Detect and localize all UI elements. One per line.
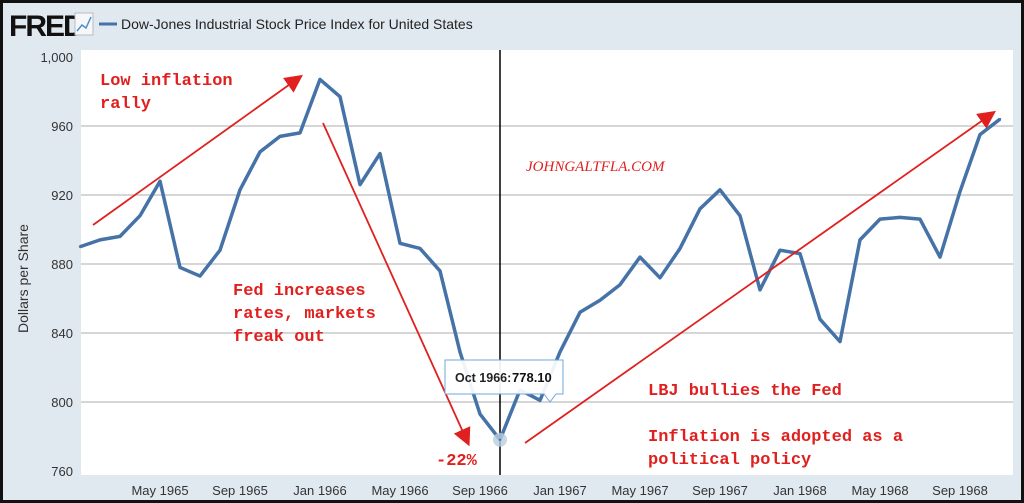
data-point bbox=[478, 412, 482, 416]
annotation-fed-3: freak out bbox=[233, 328, 325, 347]
annotation-arrows bbox=[92, 74, 996, 447]
data-point bbox=[558, 350, 562, 354]
arrow-rally bbox=[92, 74, 303, 226]
data-point bbox=[398, 242, 402, 245]
annotation-fed-1: Fed increases bbox=[233, 282, 366, 301]
annotation-fed-2: rates, markets bbox=[233, 305, 376, 324]
data-point bbox=[638, 255, 642, 259]
fred-logo: FRED bbox=[9, 10, 84, 43]
x-tick-label: Jan 1966 bbox=[293, 483, 347, 498]
tooltip-value: 778.10 bbox=[512, 370, 552, 385]
data-point bbox=[738, 214, 742, 217]
x-tick-label: Jan 1967 bbox=[533, 483, 587, 498]
data-point bbox=[938, 255, 942, 259]
data-point bbox=[238, 188, 242, 192]
x-tick-label: Sep 1965 bbox=[212, 483, 268, 498]
data-point bbox=[338, 95, 342, 98]
chart-icon[interactable] bbox=[74, 12, 94, 36]
data-point bbox=[78, 245, 82, 248]
data-point bbox=[278, 135, 282, 138]
data-point bbox=[538, 399, 542, 402]
data-point bbox=[498, 438, 502, 441]
y-tick-label: 760 bbox=[51, 464, 73, 479]
tooltip-label: Oct 1966: bbox=[455, 371, 511, 385]
data-point bbox=[618, 283, 622, 286]
data-point bbox=[378, 152, 382, 155]
data-point bbox=[838, 340, 842, 343]
data-point bbox=[958, 190, 962, 193]
x-tick-label: May 1967 bbox=[611, 483, 668, 498]
data-point bbox=[658, 276, 662, 279]
x-tick-label: Jan 1968 bbox=[773, 483, 827, 498]
data-point bbox=[918, 217, 922, 221]
y-tick-label: 880 bbox=[51, 257, 73, 272]
data-point bbox=[798, 252, 802, 255]
y-tick-label: 1,000 bbox=[40, 50, 73, 65]
data-point bbox=[678, 247, 682, 250]
data-point bbox=[578, 311, 582, 314]
data-point bbox=[218, 249, 222, 252]
x-tick-label: Sep 1966 bbox=[452, 483, 508, 498]
annotation-rally-2: rally bbox=[100, 95, 151, 114]
data-point bbox=[878, 217, 882, 221]
x-tick-label: May 1966 bbox=[371, 483, 428, 498]
annotation-drop: -22% bbox=[436, 452, 478, 471]
data-point bbox=[898, 216, 902, 219]
x-tick-label: Sep 1967 bbox=[692, 483, 748, 498]
data-point bbox=[858, 238, 862, 242]
data-point bbox=[458, 350, 462, 354]
data-point bbox=[318, 78, 322, 81]
y-tick-label: 920 bbox=[51, 188, 73, 203]
data-point bbox=[198, 274, 202, 278]
annotation-policy-1: Inflation is adopted as a bbox=[648, 428, 903, 447]
annotation-rally-1: Low inflation bbox=[100, 72, 233, 91]
data-point bbox=[98, 238, 102, 242]
data-point bbox=[718, 188, 722, 192]
data-point bbox=[158, 180, 162, 183]
data-point bbox=[598, 299, 602, 302]
x-tick-label: Sep 1968 bbox=[932, 483, 988, 498]
data-point bbox=[998, 117, 1002, 121]
data-point bbox=[178, 266, 182, 269]
tooltip: Oct 1966: 778.10 bbox=[444, 359, 564, 403]
data-point bbox=[698, 207, 702, 210]
data-point bbox=[118, 235, 122, 238]
watermark: JOHNGALTFLA.COM bbox=[526, 159, 666, 175]
data-point bbox=[418, 247, 422, 250]
data-point bbox=[438, 269, 442, 273]
chart-svg: FRED Dow-Jones Industrial Stock Price In… bbox=[9, 10, 1013, 498]
data-point bbox=[978, 133, 982, 136]
annotation-lbj: LBJ bullies the Fed bbox=[648, 382, 842, 401]
x-tick-label: May 1968 bbox=[851, 483, 908, 498]
plot-area bbox=[81, 50, 1013, 475]
y-tick-label: 800 bbox=[51, 395, 73, 410]
data-point bbox=[358, 183, 362, 186]
data-point bbox=[758, 288, 762, 292]
y-axis-label: Dollars per Share bbox=[15, 224, 31, 333]
data-point bbox=[818, 318, 822, 321]
data-point bbox=[138, 214, 142, 217]
arrow-drop bbox=[322, 122, 471, 447]
annotation-policy-2: political policy bbox=[648, 451, 811, 470]
y-tick-label: 960 bbox=[51, 119, 73, 134]
data-point bbox=[258, 150, 262, 154]
series-title: Dow-Jones Industrial Stock Price Index f… bbox=[121, 16, 473, 32]
arrow-recovery bbox=[524, 110, 996, 444]
x-tick-label: May 1965 bbox=[131, 483, 188, 498]
y-tick-label: 840 bbox=[51, 326, 73, 341]
data-point bbox=[298, 131, 302, 135]
data-point bbox=[778, 249, 782, 252]
